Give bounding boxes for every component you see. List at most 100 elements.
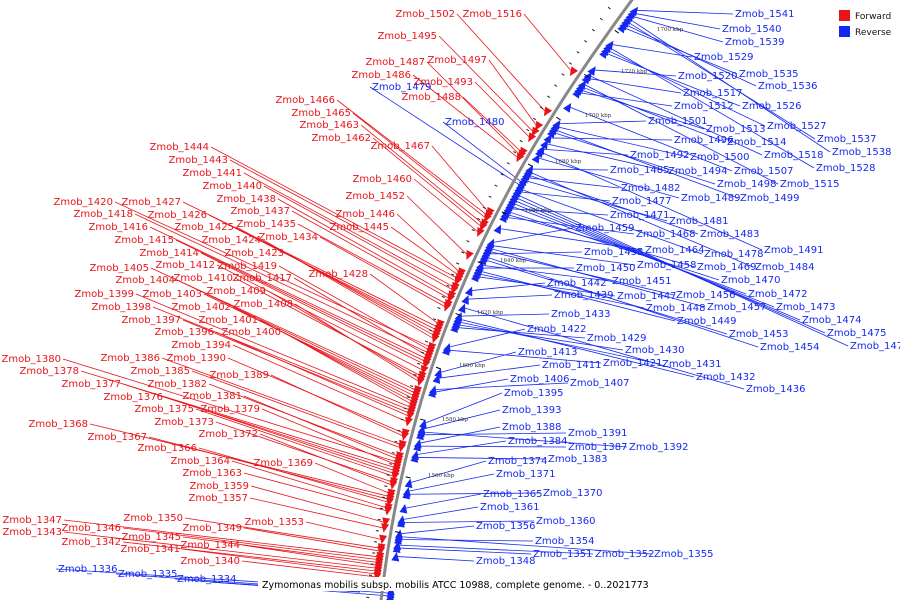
gene-label-zmob-1472[interactable]: Zmob_1472 <box>748 289 808 300</box>
gene-label-zmob-1395[interactable]: Zmob_1395 <box>504 388 564 399</box>
gene-label-zmob-1516[interactable]: Zmob_1516 <box>462 9 522 20</box>
gene-label-zmob-1459[interactable]: Zmob_1459 <box>575 223 635 234</box>
gene-label-zmob-1367[interactable]: Zmob_1367 <box>87 432 147 443</box>
gene-label-zmob-1434[interactable]: Zmob_1434 <box>258 232 318 243</box>
gene-label-zmob-1346[interactable]: Zmob_1346 <box>61 523 121 534</box>
gene-label-zmob-1414[interactable]: Zmob_1414 <box>139 248 199 259</box>
gene-label-zmob-1350[interactable]: Zmob_1350 <box>123 513 183 524</box>
gene-label-zmob-1539[interactable]: Zmob_1539 <box>725 37 785 48</box>
gene-label-zmob-1448[interactable]: Zmob_1448 <box>646 303 706 314</box>
gene-label-zmob-1379[interactable]: Zmob_1379 <box>200 404 260 415</box>
gene-label-zmob-1416[interactable]: Zmob_1416 <box>88 222 148 233</box>
gene-label-zmob-1418[interactable]: Zmob_1418 <box>73 209 133 220</box>
gene-label-zmob-1427[interactable]: Zmob_1427 <box>121 197 181 208</box>
gene-label-zmob-1411[interactable]: Zmob_1411 <box>542 360 602 371</box>
gene-label-zmob-1526[interactable]: Zmob_1526 <box>742 101 802 112</box>
gene-label-zmob-1401[interactable]: Zmob_1401 <box>198 315 258 326</box>
gene-label-zmob-1344[interactable]: Zmob_1344 <box>180 540 240 551</box>
gene-label-zmob-1494[interactable]: Zmob_1494 <box>668 166 728 177</box>
gene-label-zmob-1403[interactable]: Zmob_1403 <box>142 289 202 300</box>
gene-label-zmob-1453[interactable]: Zmob_1453 <box>729 329 789 340</box>
gene-label-zmob-1354[interactable]: Zmob_1354 <box>535 536 595 547</box>
gene-label-zmob-1378[interactable]: Zmob_1378 <box>19 366 79 377</box>
gene-label-zmob-1423[interactable]: Zmob_1423 <box>224 248 284 259</box>
gene-label-zmob-1479[interactable]: Zmob_1479 <box>372 82 432 93</box>
gene-label-zmob-1538[interactable]: Zmob_1538 <box>832 147 892 158</box>
gene-label-zmob-1384[interactable]: Zmob_1384 <box>508 436 568 447</box>
gene-label-zmob-1396[interactable]: Zmob_1396 <box>154 327 214 338</box>
gene-label-zmob-1336[interactable]: Zmob_1336 <box>58 564 118 575</box>
gene-label-zmob-1470[interactable]: Zmob_1470 <box>721 275 781 286</box>
gene-label-zmob-1380[interactable]: Zmob_1380 <box>1 354 61 365</box>
gene-label-zmob-1393[interactable]: Zmob_1393 <box>502 405 562 416</box>
gene-label-zmob-1364[interactable]: Zmob_1364 <box>170 456 230 467</box>
gene-label-zmob-1352[interactable]: Zmob_1352 <box>595 549 655 560</box>
gene-label-zmob-1528[interactable]: Zmob_1528 <box>816 163 876 174</box>
gene-label-zmob-1415[interactable]: Zmob_1415 <box>114 235 174 246</box>
gene-label-zmob-1342[interactable]: Zmob_1342 <box>61 537 121 548</box>
gene-label-zmob-1365[interactable]: Zmob_1365 <box>483 489 543 500</box>
gene-label-zmob-1408[interactable]: Zmob_1408 <box>233 299 293 310</box>
gene-label-zmob-1473[interactable]: Zmob_1473 <box>776 302 836 313</box>
gene-label-zmob-1390[interactable]: Zmob_1390 <box>166 353 226 364</box>
gene-label-zmob-1398[interactable]: Zmob_1398 <box>91 302 151 313</box>
gene-label-zmob-1431[interactable]: Zmob_1431 <box>662 359 722 370</box>
gene-label-zmob-1356[interactable]: Zmob_1356 <box>476 521 536 532</box>
gene-label-zmob-1507[interactable]: Zmob_1507 <box>734 166 794 177</box>
gene-label-zmob-1460[interactable]: Zmob_1460 <box>352 174 412 185</box>
gene-label-zmob-1394[interactable]: Zmob_1394 <box>171 340 231 351</box>
gene-label-zmob-1397[interactable]: Zmob_1397 <box>121 315 181 326</box>
gene-label-zmob-1475[interactable]: Zmob_1475 <box>827 328 887 339</box>
gene-label-zmob-1389[interactable]: Zmob_1389 <box>209 370 269 381</box>
gene-label-zmob-1404[interactable]: Zmob_1404 <box>115 275 175 286</box>
gene-label-zmob-1502[interactable]: Zmob_1502 <box>395 9 455 20</box>
gene-label-zmob-1433[interactable]: Zmob_1433 <box>551 309 611 320</box>
gene-label-zmob-1355[interactable]: Zmob_1355 <box>654 549 714 560</box>
gene-label-zmob-1429[interactable]: Zmob_1429 <box>587 333 647 344</box>
gene-label-zmob-1348[interactable]: Zmob_1348 <box>476 556 536 567</box>
gene-label-zmob-1457[interactable]: Zmob_1457 <box>707 302 767 313</box>
gene-label-zmob-1464[interactable]: Zmob_1464 <box>645 245 705 256</box>
gene-label-zmob-1518[interactable]: Zmob_1518 <box>764 150 824 161</box>
gene-label-zmob-1392[interactable]: Zmob_1392 <box>629 442 689 453</box>
gene-label-zmob-1485[interactable]: Zmob_1485 <box>610 165 670 176</box>
gene-label-zmob-1413[interactable]: Zmob_1413 <box>518 347 578 358</box>
gene-label-zmob-1376[interactable]: Zmob_1376 <box>103 392 163 403</box>
gene-label-zmob-1334[interactable]: Zmob_1334 <box>177 574 237 585</box>
gene-label-zmob-1446[interactable]: Zmob_1446 <box>335 209 395 220</box>
gene-label-zmob-1483[interactable]: Zmob_1483 <box>700 229 760 240</box>
gene-label-zmob-1517[interactable]: Zmob_1517 <box>683 88 743 99</box>
gene-label-zmob-1466[interactable]: Zmob_1466 <box>275 95 335 106</box>
gene-label-zmob-1487[interactable]: Zmob_1487 <box>365 57 425 68</box>
gene-label-zmob-1399[interactable]: Zmob_1399 <box>74 289 134 300</box>
gene-label-zmob-1474[interactable]: Zmob_1474 <box>802 315 862 326</box>
gene-label-zmob-1412[interactable]: Zmob_1412 <box>155 260 215 271</box>
gene-label-zmob-1422[interactable]: Zmob_1422 <box>527 324 587 335</box>
gene-label-zmob-1492[interactable]: Zmob_1492 <box>630 150 690 161</box>
gene-label-zmob-1447[interactable]: Zmob_1447 <box>617 291 677 302</box>
gene-label-zmob-1541[interactable]: Zmob_1541 <box>735 9 795 20</box>
gene-label-zmob-1469[interactable]: Zmob_1469 <box>697 262 757 273</box>
gene-label-zmob-1428[interactable]: Zmob_1428 <box>308 269 368 280</box>
gene-label-zmob-1419[interactable]: Zmob_1419 <box>217 261 277 272</box>
gene-label-zmob-1345[interactable]: Zmob_1345 <box>121 532 181 543</box>
gene-label-zmob-1377[interactable]: Zmob_1377 <box>61 379 121 390</box>
gene-label-zmob-1463[interactable]: Zmob_1463 <box>299 120 359 131</box>
gene-label-zmob-1432[interactable]: Zmob_1432 <box>696 372 756 383</box>
gene-label-zmob-1385[interactable]: Zmob_1385 <box>130 366 190 377</box>
gene-label-zmob-1439[interactable]: Zmob_1439 <box>554 290 614 301</box>
gene-label-zmob-1499[interactable]: Zmob_1499 <box>740 193 800 204</box>
gene-label-zmob-1515[interactable]: Zmob_1515 <box>780 179 840 190</box>
gene-label-zmob-1347[interactable]: Zmob_1347 <box>2 515 62 526</box>
gene-label-zmob-1371[interactable]: Zmob_1371 <box>496 469 556 480</box>
gene-label-zmob-1375[interactable]: Zmob_1375 <box>134 404 194 415</box>
gene-label-zmob-1452[interactable]: Zmob_1452 <box>345 191 405 202</box>
gene-label-zmob-1357[interactable]: Zmob_1357 <box>188 493 248 504</box>
gene-label-zmob-1458[interactable]: Zmob_1458 <box>637 260 697 271</box>
gene-label-zmob-1500[interactable]: Zmob_1500 <box>690 152 750 163</box>
gene-label-zmob-1450[interactable]: Zmob_1450 <box>576 263 636 274</box>
gene-label-zmob-1489[interactable]: Zmob_1489 <box>681 193 741 204</box>
gene-label-zmob-1360[interactable]: Zmob_1360 <box>536 516 596 527</box>
gene-label-zmob-1512[interactable]: Zmob_1512 <box>674 101 734 112</box>
gene-label-zmob-1366[interactable]: Zmob_1366 <box>137 443 197 454</box>
